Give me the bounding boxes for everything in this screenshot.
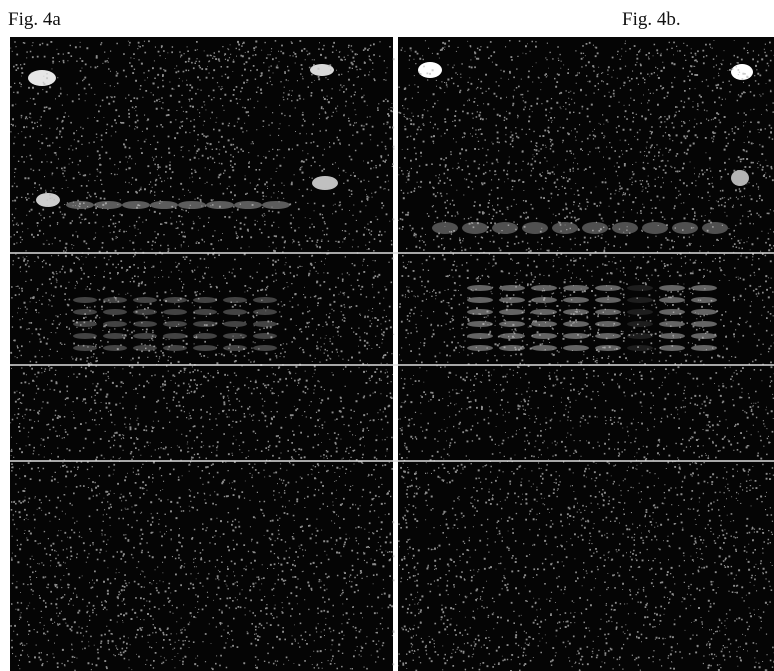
figure: Fig. 4a Fig. 4b. [0, 0, 774, 671]
band [253, 297, 277, 303]
band [659, 285, 685, 291]
band [193, 309, 217, 315]
band [595, 297, 621, 303]
band [253, 345, 277, 351]
band [253, 309, 277, 315]
band [627, 333, 653, 339]
band [731, 64, 753, 80]
band [223, 297, 247, 303]
band [659, 333, 685, 339]
band [627, 297, 653, 303]
band [234, 201, 262, 209]
band [223, 345, 247, 351]
band [133, 321, 157, 327]
band [552, 222, 578, 234]
band [563, 333, 589, 339]
band [467, 321, 493, 327]
band [531, 309, 557, 315]
band [103, 345, 127, 351]
band [627, 285, 653, 291]
band [163, 333, 187, 339]
band [691, 285, 717, 291]
band [73, 333, 97, 339]
gel-panel [398, 37, 774, 671]
band [66, 201, 94, 209]
page: Fig. 4a Fig. 4b. (() => { const data = J… [0, 0, 774, 671]
band [659, 297, 685, 303]
band [223, 321, 247, 327]
band [262, 201, 290, 209]
band [691, 333, 717, 339]
band [563, 297, 589, 303]
band [73, 297, 97, 303]
band [253, 333, 277, 339]
band [206, 201, 234, 209]
band [193, 345, 217, 351]
band [467, 345, 493, 351]
band [691, 321, 717, 327]
band [499, 321, 525, 327]
band [563, 321, 589, 327]
band [133, 297, 157, 303]
band [531, 321, 557, 327]
band [73, 345, 97, 351]
band [432, 222, 458, 234]
band [163, 345, 187, 351]
band [103, 309, 127, 315]
band [499, 309, 525, 315]
band [418, 62, 442, 78]
band [462, 222, 488, 234]
band [702, 222, 728, 234]
band [595, 309, 621, 315]
band [531, 345, 557, 351]
band [467, 297, 493, 303]
band [691, 297, 717, 303]
figure-label: Fig. 4a [8, 9, 61, 30]
band [659, 321, 685, 327]
band [522, 222, 548, 234]
band [103, 321, 127, 327]
band [193, 297, 217, 303]
band [642, 222, 668, 234]
band [122, 201, 150, 209]
band [36, 193, 60, 207]
band [595, 285, 621, 291]
gel-panel [10, 37, 393, 671]
band [28, 70, 56, 86]
band [627, 309, 653, 315]
band [163, 309, 187, 315]
band [178, 201, 206, 209]
band [499, 297, 525, 303]
band [563, 345, 589, 351]
band [223, 309, 247, 315]
band [531, 333, 557, 339]
band [163, 321, 187, 327]
band [150, 201, 178, 209]
band [627, 321, 653, 327]
band [612, 222, 638, 234]
figure-label: Fig. 4b. [622, 9, 681, 30]
band [627, 345, 653, 351]
